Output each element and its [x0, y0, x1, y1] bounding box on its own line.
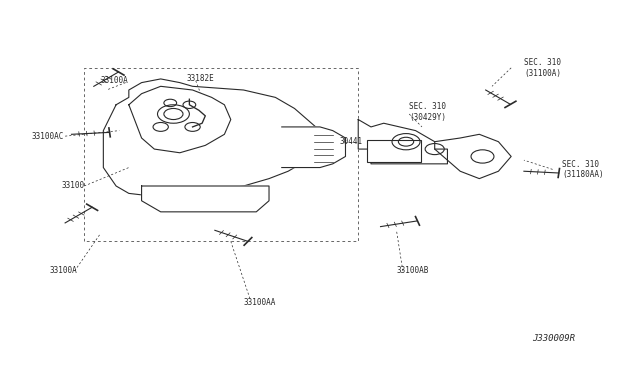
Text: 33100A: 33100A: [100, 76, 128, 85]
Polygon shape: [129, 86, 231, 153]
Polygon shape: [103, 79, 320, 197]
Text: 33100AA: 33100AA: [244, 298, 276, 307]
Polygon shape: [282, 127, 346, 167]
Text: 33100A: 33100A: [49, 266, 77, 275]
Text: SEC. 310
(31100A): SEC. 310 (31100A): [524, 58, 561, 77]
Text: 33100: 33100: [62, 182, 85, 190]
Text: 30441: 30441: [339, 137, 362, 146]
Text: 33182E: 33182E: [186, 74, 214, 83]
Text: SEC. 310
(30429Y): SEC. 310 (30429Y): [409, 102, 446, 122]
FancyBboxPatch shape: [367, 140, 420, 162]
Text: J330009R: J330009R: [532, 334, 575, 343]
Text: SEC. 310
(31180AA): SEC. 310 (31180AA): [562, 160, 604, 179]
Text: 33100AB: 33100AB: [396, 266, 429, 275]
Polygon shape: [141, 186, 269, 212]
Text: 33100AC: 33100AC: [32, 132, 65, 141]
Polygon shape: [435, 134, 511, 179]
Polygon shape: [358, 119, 447, 164]
